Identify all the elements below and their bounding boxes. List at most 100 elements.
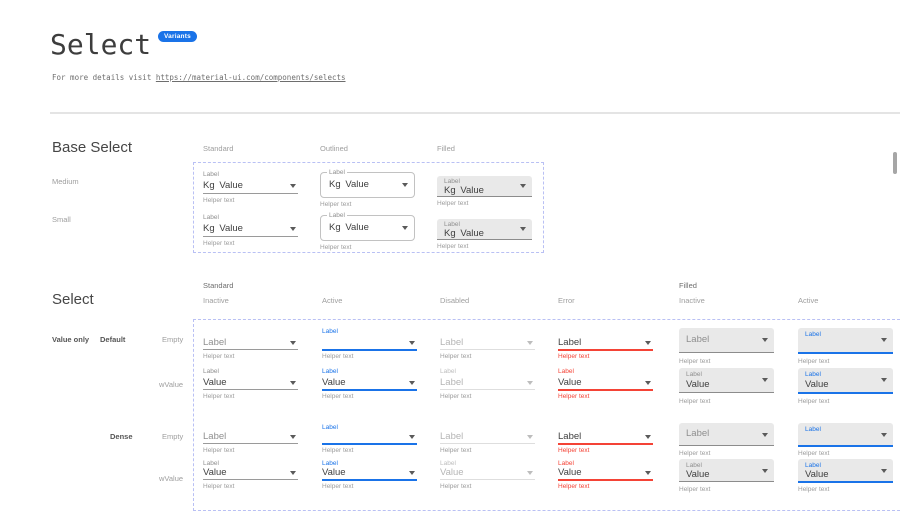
select-control[interactable] xyxy=(322,431,417,445)
helper-text: Helper text xyxy=(558,353,590,360)
select-value: Value xyxy=(322,377,346,388)
select-control[interactable]: Label xyxy=(440,376,535,390)
subtitle-text: For more details visit xyxy=(52,73,156,82)
helper-text: Helper text xyxy=(203,393,235,400)
select-control[interactable]: Label xyxy=(798,328,893,354)
helper-text: Helper text xyxy=(440,353,472,360)
dropdown-arrow-icon xyxy=(645,381,651,385)
float-label: Label xyxy=(805,331,821,338)
dropdown-arrow-icon xyxy=(527,381,533,385)
base-size-label: Small xyxy=(52,215,71,224)
float-label: Label xyxy=(322,460,338,467)
helper-text: Helper text xyxy=(322,393,354,400)
dropdown-arrow-icon xyxy=(881,433,887,437)
dropdown-arrow-icon xyxy=(402,183,408,187)
select-control[interactable]: Label Value xyxy=(798,459,893,483)
select-control[interactable]: Label xyxy=(558,431,653,445)
helper-text: Helper text xyxy=(440,483,472,490)
dropdown-arrow-icon xyxy=(527,341,533,345)
select-control[interactable]: Label xyxy=(203,336,298,350)
select-control[interactable] xyxy=(322,336,417,351)
row-state-label: Empty xyxy=(162,335,184,344)
state-header: Disabled xyxy=(440,296,470,305)
select-control[interactable]: Label xyxy=(440,431,535,444)
float-label: Label xyxy=(203,460,219,467)
float-label: Label xyxy=(322,328,338,335)
select-control[interactable]: Label Kg Value xyxy=(320,169,415,198)
select-value: Value xyxy=(203,467,227,478)
row-group-label: Dense xyxy=(110,432,133,441)
float-label: Label xyxy=(203,171,219,178)
float-label: Label xyxy=(805,462,821,469)
dropdown-arrow-icon xyxy=(290,381,296,385)
select-control[interactable]: Label xyxy=(679,328,774,353)
select-control[interactable]: Label xyxy=(558,336,653,351)
helper-text: Helper text xyxy=(203,353,235,360)
select-default-empty-filled-inactive: Label Helper text xyxy=(679,327,774,369)
dropdown-arrow-icon xyxy=(762,338,768,342)
category-label: Value only xyxy=(52,335,90,344)
select-default-wvalue-standard-inactive: Label Value Helper text xyxy=(203,367,298,409)
select-control[interactable]: Value xyxy=(203,467,298,480)
select-control[interactable]: Label xyxy=(679,423,774,446)
select-dense-wvalue-standard-inactive: Label Value Helper text xyxy=(203,459,298,501)
helper-text: Helper text xyxy=(437,200,469,207)
float-label: Label xyxy=(203,368,219,375)
dropdown-arrow-icon xyxy=(645,471,651,475)
select-control[interactable]: Value xyxy=(322,467,417,481)
subtitle-link[interactable]: https://material-ui.com/components/selec… xyxy=(155,73,346,82)
scrollbar-thumb[interactable] xyxy=(893,152,897,174)
helper-text: Helper text xyxy=(558,393,590,400)
select-value: Kg Value xyxy=(329,222,369,233)
float-label: Label xyxy=(558,368,574,375)
select-control[interactable]: Label Value xyxy=(798,368,893,394)
select-control[interactable]: Value xyxy=(440,467,535,480)
select-default-empty-standard-active: Label Helper text xyxy=(322,327,417,369)
select-control[interactable]: Label Value xyxy=(679,459,774,482)
dropdown-arrow-icon xyxy=(645,435,651,439)
select-value: Value xyxy=(558,377,582,388)
dropdown-arrow-icon xyxy=(409,471,415,475)
dropdown-arrow-icon xyxy=(762,378,768,382)
select-control[interactable]: Value xyxy=(558,376,653,391)
helper-text: Helper text xyxy=(203,240,235,247)
select-control[interactable]: Label xyxy=(440,336,535,350)
select-value: Label xyxy=(440,337,464,348)
helper-text: Helper text xyxy=(798,398,830,405)
select-default-wvalue-filled-active: Label Value Helper text xyxy=(798,367,893,409)
base-size-label: Medium xyxy=(52,177,79,186)
select-control[interactable]: Kg Value xyxy=(203,221,298,237)
float-label: Label xyxy=(440,460,456,467)
select-control[interactable]: Label xyxy=(203,431,298,444)
select-control[interactable]: Kg Value xyxy=(203,178,298,194)
state-header: Inactive xyxy=(679,296,705,305)
select-control[interactable]: Value xyxy=(203,376,298,390)
select-control[interactable]: Label Kg Value xyxy=(437,219,532,240)
helper-text: Helper text xyxy=(203,447,235,454)
select-value: Label xyxy=(558,337,582,348)
select-value: Label xyxy=(440,431,464,442)
select-control[interactable]: Label Kg Value xyxy=(320,212,415,241)
select-control[interactable]: Value xyxy=(558,467,653,481)
select-control[interactable]: Label xyxy=(798,423,893,447)
select-value: Label xyxy=(203,431,227,442)
select-dense-wvalue-standard-active: Label Value Helper text xyxy=(322,459,417,501)
dropdown-arrow-icon xyxy=(881,338,887,342)
select-control[interactable]: Label Value xyxy=(679,368,774,393)
dropdown-arrow-icon xyxy=(290,227,296,231)
select-dense-wvalue-filled-active: Label Value Helper text xyxy=(798,459,893,501)
float-label: Label xyxy=(322,368,338,375)
dropdown-arrow-icon xyxy=(527,435,533,439)
helper-text: Helper text xyxy=(440,447,472,454)
helper-text: Helper text xyxy=(320,201,352,208)
select-value: Value xyxy=(686,469,710,480)
helper-text: Helper text xyxy=(679,398,711,405)
select-default-wvalue-filled-inactive: Label Value Helper text xyxy=(679,367,774,409)
select-value: Label xyxy=(203,337,227,348)
select-dense-wvalue-filled-inactive: Label Value Helper text xyxy=(679,459,774,501)
select-control[interactable]: Value xyxy=(322,376,417,391)
select-control[interactable]: Label Kg Value xyxy=(437,176,532,197)
float-label: Label xyxy=(686,462,702,469)
select-default-empty-standard-inactive: Label Helper text xyxy=(203,327,298,369)
select-default-wvalue-standard-error: Label Value Helper text xyxy=(558,367,653,409)
